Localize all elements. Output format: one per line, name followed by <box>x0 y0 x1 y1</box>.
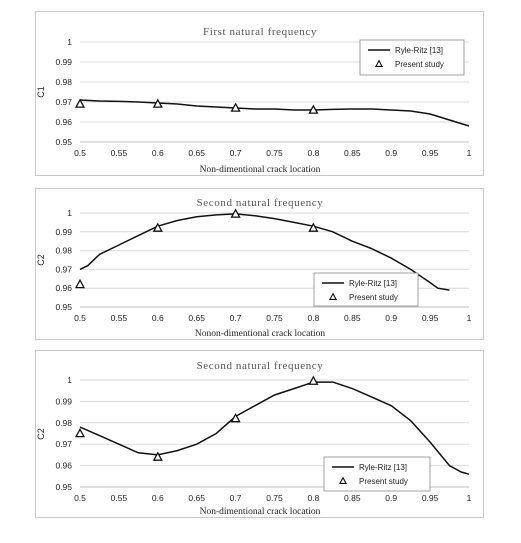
chart-svg: 0.95 0.96 0.97 0.98 0.99 1 0.5 0.55 0.6 0.65 0.7 0.… <box>36 197 472 339</box>
y-axis-label: C1 <box>36 86 46 98</box>
chart-title: Second natural frequency <box>197 360 324 372</box>
data-point-present-study <box>152 451 163 461</box>
legend-label-ryle-ritz: Ryle-Ritz [13] <box>359 463 407 472</box>
y-axis-label: C2 <box>36 254 46 266</box>
y-tick-label: 1 <box>67 208 72 218</box>
x-tick-label: 0.9 <box>385 148 397 158</box>
data-point-present-study <box>230 102 241 112</box>
y-tick-label: 0.98 <box>55 246 72 256</box>
x-tick-label: 0.85 <box>344 313 361 323</box>
x-axis-label: Non-dimentional crack location <box>200 165 321 175</box>
x-tick-label: 0.7 <box>230 148 242 158</box>
x-tick-label: 0.5 <box>74 148 86 158</box>
series-line-ryle-ritz <box>79 213 450 291</box>
legend-label-ryle-ritz: Ryle-Ritz [13] <box>349 279 397 288</box>
y-tick-label: 0.98 <box>55 77 72 87</box>
x-tick-label: 0.95 <box>422 148 439 158</box>
series-line-ryle-ritz <box>79 381 470 475</box>
x-axis-label: Non-dimentional crack location <box>200 507 321 517</box>
x-tick-label: 0.75 <box>266 313 283 323</box>
chart-svg: 0.95 0.96 0.97 0.98 0.99 1 0.5 0.55 0.6 0.65 0.7 0.… <box>36 26 472 175</box>
y-tick-label: 0.99 <box>55 57 72 67</box>
data-point-present-study <box>152 98 163 108</box>
data-point-present-study <box>230 412 241 423</box>
y-tick-label: 0.95 <box>55 137 72 147</box>
data-point-present-study <box>74 278 86 289</box>
x-tick-label: 0.95 <box>422 493 439 503</box>
y-tick-label: 0.96 <box>55 283 72 293</box>
y-tick-label: 0.97 <box>55 264 72 274</box>
x-tick-label: 0.9 <box>385 313 397 323</box>
data-point-present-study <box>230 208 241 218</box>
y-tick-label: 0.95 <box>55 482 72 492</box>
x-tick-label: 0.55 <box>111 148 128 158</box>
x-tick-label: 0.65 <box>188 313 205 323</box>
x-tick-label: 0.7 <box>230 313 242 323</box>
x-tick-label: 0.8 <box>307 493 319 503</box>
data-point-present-study <box>308 222 319 232</box>
x-tick-label: 1 <box>467 493 472 503</box>
x-tick-label: 0.85 <box>344 148 361 158</box>
data-point-present-study <box>152 222 163 232</box>
legend-box <box>359 39 465 76</box>
x-tick-label: 0.8 <box>307 313 319 323</box>
x-axis-label: Nonon-dimentional crack location <box>195 329 326 339</box>
chart-title: Second natural frequency <box>197 197 324 209</box>
x-tick-label: 0.5 <box>74 313 86 323</box>
legend-label-present-study: Present study <box>359 477 408 486</box>
y-tick-label: 0.95 <box>55 302 72 312</box>
x-tick-label: 0.55 <box>111 313 128 323</box>
legend-label-present-study: Present study <box>395 60 444 69</box>
x-tick-label: 0.5 <box>74 493 86 503</box>
data-point-present-study <box>308 104 319 114</box>
x-tick-label: 0.9 <box>385 493 397 503</box>
x-tick-label: 0.6 <box>152 493 164 503</box>
legend-label-ryle-ritz: Ryle-Ritz [13] <box>395 46 443 55</box>
x-tick-label: 0.6 <box>152 313 164 323</box>
legend-triangle-swatch <box>338 476 348 485</box>
legend-box <box>313 272 419 307</box>
x-tick-label: 0.6 <box>152 148 164 158</box>
x-tick-label: 0.85 <box>344 493 361 503</box>
legend-triangle-swatch <box>374 59 384 68</box>
x-tick-label: 1 <box>467 148 472 158</box>
x-tick-label: 0.55 <box>111 493 128 503</box>
x-tick-label: 0.95 <box>422 313 439 323</box>
chart-title: First natural frequency <box>203 26 317 38</box>
chart-panel-second-frequency-a: 0.95 0.96 0.97 0.98 0.99 1 0.5 0.55 0.6 0.65 0.7 0.… <box>35 188 484 340</box>
legend-box <box>323 456 431 492</box>
y-tick-label: 0.98 <box>55 418 72 428</box>
y-tick-label: 0.96 <box>55 461 72 471</box>
x-tick-label: 1 <box>467 313 472 323</box>
y-tick-label: 0.99 <box>55 227 72 237</box>
x-tick-label: 0.7 <box>230 493 242 503</box>
chart-panel-first-frequency: 0.95 0.96 0.97 0.98 0.99 1 0.5 0.55 0.6 0.65 0.7 0.… <box>35 11 484 176</box>
series-line-ryle-ritz <box>79 99 470 127</box>
y-tick-label: 0.99 <box>55 396 72 406</box>
legend-triangle-swatch <box>328 292 338 301</box>
data-point-present-study <box>308 375 319 385</box>
x-tick-label: 0.65 <box>188 493 205 503</box>
x-tick-label: 0.65 <box>188 148 205 158</box>
legend-label-present-study: Present study <box>349 293 398 302</box>
y-tick-label: 0.96 <box>55 117 72 127</box>
y-tick-label: 0.97 <box>55 97 72 107</box>
x-tick-label: 0.75 <box>266 148 283 158</box>
y-tick-label: 1 <box>67 37 72 47</box>
chart-svg: 0.95 0.96 0.97 0.98 0.99 1 0.5 0.55 0.6 0.65 0.7 0.… <box>36 360 472 517</box>
y-tick-label: 0.97 <box>55 439 72 449</box>
y-axis-label: C2 <box>36 428 46 440</box>
y-tick-label: 1 <box>67 375 72 385</box>
data-point-present-study <box>74 98 86 108</box>
chart-panel-second-frequency-b: 0.95 0.96 0.97 0.98 0.99 1 0.5 0.55 0.6 0.65 0.7 0.… <box>35 350 484 518</box>
data-point-present-study <box>74 427 86 438</box>
x-tick-label: 0.8 <box>307 148 319 158</box>
x-tick-label: 0.75 <box>266 493 283 503</box>
